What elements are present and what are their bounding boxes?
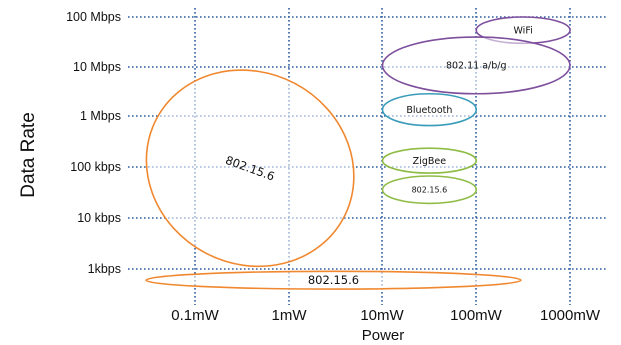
x-tick-label: 10mW: [360, 307, 404, 324]
technology-regions: WiFi 802.11 a/b/g Bluetooth ZigBee 802.15.6 8…: [145, 16, 571, 290]
x-tick-labels: 0.1mW 1mW 10mW 100mW 1000mW: [171, 307, 601, 324]
region-ellipse: [381, 147, 478, 174]
region-ellipse: [145, 270, 522, 290]
y-tick-label: 1kbps: [88, 262, 121, 276]
region-label: 802.15.6: [308, 273, 359, 287]
y-tick-label: 10 kbps: [77, 211, 121, 225]
region-label: ZigBee: [413, 156, 447, 167]
technology-region: 802.11 a/b/g: [381, 36, 571, 95]
region-ellipse: [145, 69, 355, 268]
technology-region: 802.15.6: [381, 175, 478, 205]
technology-region: 802.15.6: [145, 270, 522, 290]
technology-region: ZigBee: [381, 147, 478, 174]
y-tick-label: 10 Mbps: [73, 60, 121, 74]
y-tick-labels: 100 Mbps 10 Mbps 1 Mbps 100 kbps 10 kbps 1kbp…: [66, 10, 121, 276]
x-tick-label: 0.1mW: [171, 307, 219, 324]
region-label: 802.15.6: [412, 186, 448, 195]
y-tick-label: 100 Mbps: [66, 10, 121, 24]
region-ellipse: [381, 175, 478, 205]
y-tick-label: 1 Mbps: [80, 109, 121, 123]
y-axis-title: Data Rate: [18, 112, 39, 198]
region-label: Bluetooth: [406, 105, 452, 116]
x-tick-label: 1000mW: [540, 307, 601, 324]
region-ellipse: [381, 36, 571, 95]
technology-region: Bluetooth: [381, 92, 478, 127]
region-label: 802.11 a/b/g: [446, 61, 507, 72]
y-tick-label: 100 kbps: [70, 160, 121, 174]
x-tick-label: 1mW: [272, 307, 308, 324]
x-axis-title: Power: [362, 327, 405, 344]
technology-region: 802.15.6: [145, 69, 355, 268]
region-label: WiFi: [514, 26, 533, 37]
region-ellipse: [381, 92, 478, 127]
x-tick-label: 100mW: [450, 307, 503, 324]
